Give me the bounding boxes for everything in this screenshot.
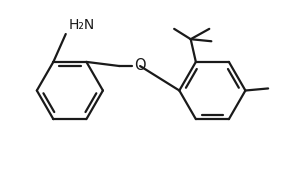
- Text: O: O: [134, 58, 146, 73]
- Text: H₂N: H₂N: [69, 18, 95, 32]
